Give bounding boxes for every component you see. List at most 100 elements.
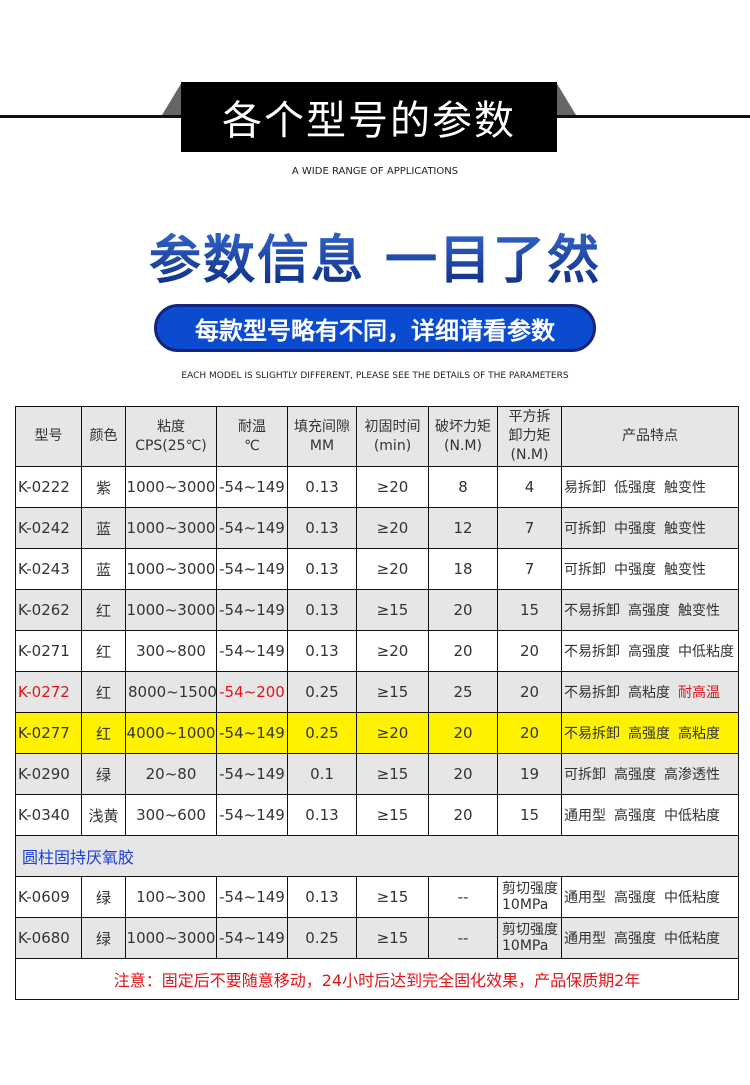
cell-square: 剪切强度 10MPa — [497, 917, 562, 959]
feature-tag: 触变性 — [664, 562, 706, 578]
column-header-text: MM — [309, 437, 335, 454]
column-header-text: 平方拆 — [508, 409, 551, 425]
table-row: K-0271 红 300~800 -54~149 0.13 ≥20 20 20 不易拆卸 高强度中… — [15, 630, 739, 672]
feature-tag: 耐高温 — [678, 685, 720, 701]
feature-tag: 可拆卸 — [564, 562, 606, 578]
table-row: K-0277 红 4000~1000 -54~149 0.25 ≥20 20 20 不易拆卸 高强… — [15, 712, 739, 754]
cell-text: 10MPa — [502, 897, 549, 913]
table-row: K-0290 绿 20~80 -54~149 0.1 ≥15 20 19 可拆卸 高强度 高渗透性 — [15, 753, 739, 795]
cell-gap: 0.1 — [287, 753, 357, 795]
section-title: 圆柱固持厌氧胶 — [15, 835, 739, 877]
feature-tag: 高强度 — [628, 726, 670, 742]
feature-tag: 不易拆卸 — [564, 726, 620, 742]
cell-color: 红 — [81, 712, 126, 754]
cell-gap: 0.13 — [287, 589, 357, 631]
cell-temp: -54~149 — [216, 466, 288, 508]
column-header-text: ℃ — [244, 437, 260, 454]
feature-tag: 触变性 — [664, 480, 706, 496]
cell-break: 20 — [428, 589, 498, 631]
column-header: 耐温 ℃ — [216, 406, 288, 467]
cell-text: 剪切强度 — [502, 922, 558, 938]
feature-tag: 高强度 — [628, 603, 670, 619]
cell-color: 紫 — [81, 466, 126, 508]
note-text: 注意：固定后不要随意移动，24小时后达到完全固化效果，产品保质期2年 — [15, 958, 739, 1000]
table-row: K-0262 红 1000~3000 -54~149 0.13 ≥15 20 15 不易拆卸 高强… — [15, 589, 739, 631]
cell-features: 通用型 高强度 中低粘度 — [561, 794, 739, 836]
feature-tag: 中强度 — [614, 562, 656, 578]
cell-break: 18 — [428, 548, 498, 590]
cell-square: 15 — [497, 794, 562, 836]
feature-tag: 可拆卸 — [564, 521, 606, 537]
cell-model: K-0609 — [15, 876, 82, 918]
table-row: K-0272红8000~15000-54~2000.25≥152520不易拆卸高… — [15, 671, 739, 713]
cell-cure: ≥20 — [356, 466, 429, 508]
table-row: K-0340 浅黄 300~600 -54~149 0.13 ≥15 20 15 通用型 高强度中… — [15, 794, 739, 836]
cell-temp: -54~149 — [216, 917, 288, 959]
cell-temp: -54~149 — [216, 753, 288, 795]
cell-square: 15 — [497, 589, 562, 631]
cell-gap: 0.13 — [287, 507, 357, 549]
cell-break: -- — [428, 876, 498, 918]
cell-viscosity: 300~600 — [125, 794, 217, 836]
note-row: 注意：固定后不要随意移动，24小时后达到完全固化效果，产品保质期2年 — [15, 958, 739, 1000]
cell-break: 20 — [428, 794, 498, 836]
cell-break: -- — [428, 917, 498, 959]
cell-cure: ≥15 — [356, 589, 429, 631]
table-row: K-0243 蓝 1000~3000 -54~149 0.13 ≥20 18 7 可拆卸 中强度触… — [15, 548, 739, 590]
cell-color: 浅黄 — [81, 794, 126, 836]
cell-cure: ≥15 — [356, 753, 429, 795]
cell-model: K-0340 — [15, 794, 82, 836]
cell-features: 不易拆卸 高强度 触变性 — [561, 589, 739, 631]
cell-color: 蓝 — [81, 507, 126, 549]
cell-cure: ≥15 — [356, 917, 429, 959]
cell-viscosity: 1000~3000 — [125, 589, 217, 631]
feature-tag: 中强度 — [614, 521, 656, 537]
feature-tag: 中低粘度 — [664, 931, 720, 947]
column-header: 破坏力矩 (N.M) — [428, 406, 498, 467]
column-header-text: 产品特点 — [622, 428, 678, 444]
table-row: K-0609 绿 100~300 -54~149 0.13 ≥15 -- 剪切强度 10MPa 通… — [15, 876, 739, 918]
cell-temp: -54~149 — [216, 589, 288, 631]
column-header-text: (N.M) — [444, 437, 482, 454]
cell-model: K-0242 — [15, 507, 82, 549]
cell-model: K-0222 — [15, 466, 82, 508]
cell-model: K-0271 — [15, 630, 82, 672]
column-header-text: 破坏力矩 — [435, 418, 491, 435]
feature-tag: 触变性 — [664, 521, 706, 537]
column-header-text: 颜色 — [89, 428, 118, 444]
column-header-text: CPS(25℃) — [135, 437, 207, 454]
cell-break: 20 — [428, 753, 498, 795]
cell-model: K-0680 — [15, 917, 82, 959]
cell-viscosity: 1000~3000 — [125, 507, 217, 549]
cell-features: 可拆卸 中强度 触变性 — [561, 507, 739, 549]
cell-model: K-0272 — [15, 671, 82, 713]
cell-model: K-0290 — [15, 753, 82, 795]
title-right-decoration — [556, 82, 576, 115]
cell-gap: 0.13 — [287, 630, 357, 672]
cell-features: 通用型 高强度 中低粘度 — [561, 917, 739, 959]
parameter-table: 型号 颜色 粘度 CPS(25℃) 耐温 ℃ 填充间隙 MM 初固时间 (min) 破坏力矩 (N.M… — [15, 406, 739, 1000]
cell-square: 4 — [497, 466, 562, 508]
cell-temp: -54~149 — [216, 548, 288, 590]
cell-features: 不易拆卸 高强度 中低粘度 — [561, 630, 739, 672]
cell-temp: -54~149 — [216, 876, 288, 918]
section-row: 圆柱固持厌氧胶 — [15, 835, 739, 877]
cell-cure: ≥20 — [356, 507, 429, 549]
cell-model: K-0262 — [15, 589, 82, 631]
page-title: 各个型号的参数 — [181, 82, 557, 152]
table-row: K-0222 紫 1000~3000 -54~149 0.13 ≥20 8 4 易拆卸 低强度 触变… — [15, 466, 739, 508]
page-subtitle: A WIDE RANGE OF APPLICATIONS — [291, 166, 459, 177]
feature-tag: 通用型 — [564, 890, 606, 906]
cell-color: 红 — [81, 589, 126, 631]
headline: 参数信息 一目了然 — [0, 218, 750, 293]
cell-color: 绿 — [81, 876, 126, 918]
cell-viscosity: 20~80 — [125, 753, 217, 795]
cell-text: 剪切强度 — [502, 881, 558, 897]
cell-square: 7 — [497, 507, 562, 549]
column-header: 型号 — [15, 406, 82, 467]
column-header-text: 型号 — [34, 428, 63, 444]
cell-gap: 0.25 — [287, 712, 357, 754]
cell-temp: -54~149 — [216, 794, 288, 836]
feature-tag: 低强度 — [614, 480, 656, 496]
cell-color: 绿 — [81, 753, 126, 795]
